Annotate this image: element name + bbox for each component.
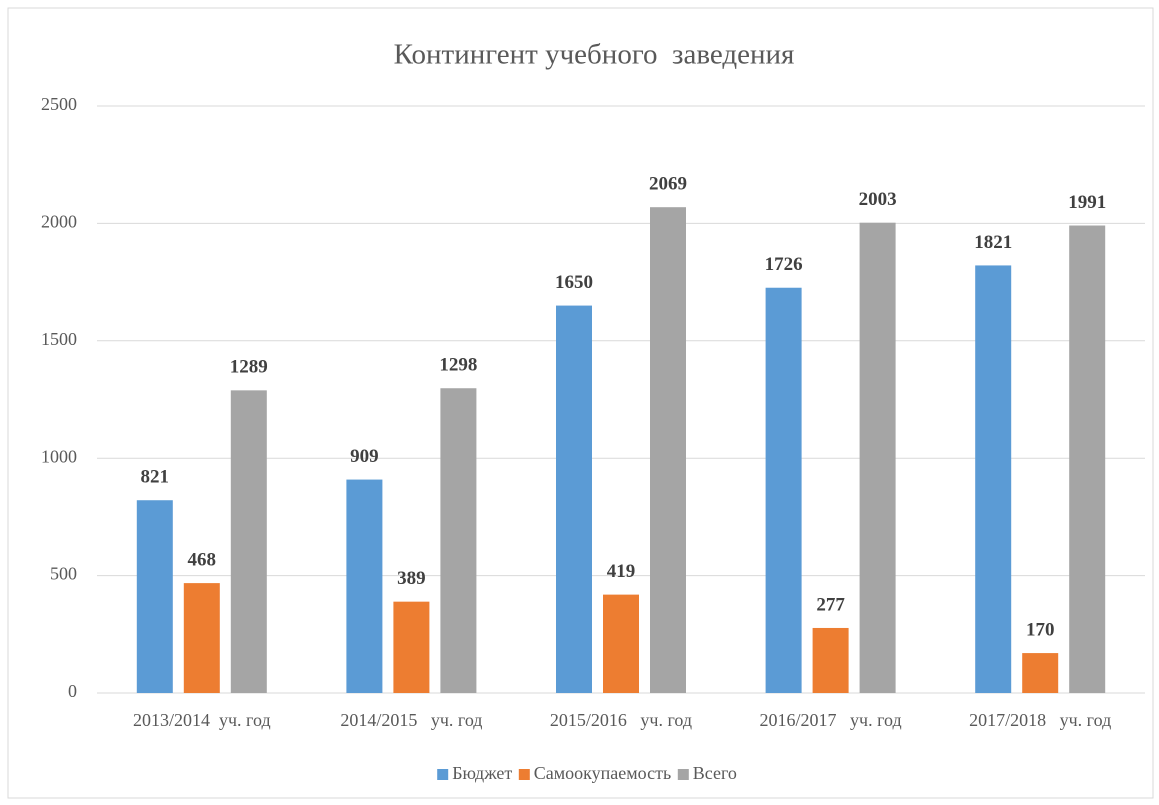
data-label: 821 — [141, 467, 170, 488]
bar — [603, 594, 639, 693]
legend-swatch — [677, 769, 689, 780]
data-label: 2069 — [649, 174, 687, 195]
bar — [1022, 653, 1059, 693]
data-label: 1289 — [230, 357, 268, 378]
data-label: 1991 — [1068, 192, 1106, 213]
chart-title: Контингент учебного заведения — [394, 39, 795, 71]
data-label: 1650 — [555, 272, 593, 293]
legend-label: Всего — [693, 763, 737, 783]
data-label: 1726 — [765, 254, 803, 275]
legend-swatch — [437, 769, 449, 780]
data-label: 277 — [816, 594, 845, 615]
y-tick-label: 1000 — [41, 446, 77, 466]
data-label: 1298 — [439, 355, 477, 376]
legend-label: Бюджет — [452, 763, 512, 783]
bar — [183, 583, 220, 693]
data-label: 2003 — [859, 189, 897, 210]
y-tick-label: 2500 — [41, 94, 77, 114]
bar — [556, 305, 592, 693]
data-label: 170 — [1026, 619, 1055, 640]
bar — [812, 627, 849, 693]
data-label: 468 — [188, 549, 217, 570]
x-tick-label: 2014/2015 уч. год — [340, 710, 482, 730]
y-tick-label: 500 — [50, 564, 77, 584]
bar — [346, 479, 383, 693]
x-tick-label: 2015/2016 уч. год — [550, 710, 692, 730]
x-tick-label: 2017/2018 уч. год — [969, 710, 1111, 730]
legend-label: Самоокупаемость — [534, 763, 671, 783]
legend-swatch — [518, 769, 530, 780]
y-tick-label: 2000 — [41, 212, 77, 232]
data-label: 1821 — [974, 232, 1012, 253]
bar — [440, 388, 477, 693]
bar — [230, 390, 267, 693]
bar — [393, 601, 430, 693]
y-tick-label: 0 — [68, 681, 77, 701]
data-label: 909 — [350, 446, 379, 467]
bar — [765, 287, 802, 693]
bar — [975, 265, 1012, 693]
x-tick-label: 2016/2017 уч. год — [760, 710, 902, 730]
bar — [1069, 225, 1106, 694]
data-label: 389 — [397, 568, 426, 589]
bar — [859, 222, 896, 693]
x-tick-label: 2013/2014 уч. год — [133, 710, 271, 730]
y-tick-label: 1500 — [41, 329, 77, 349]
bar — [136, 500, 173, 693]
bar — [650, 207, 686, 694]
data-label: 419 — [607, 561, 636, 582]
